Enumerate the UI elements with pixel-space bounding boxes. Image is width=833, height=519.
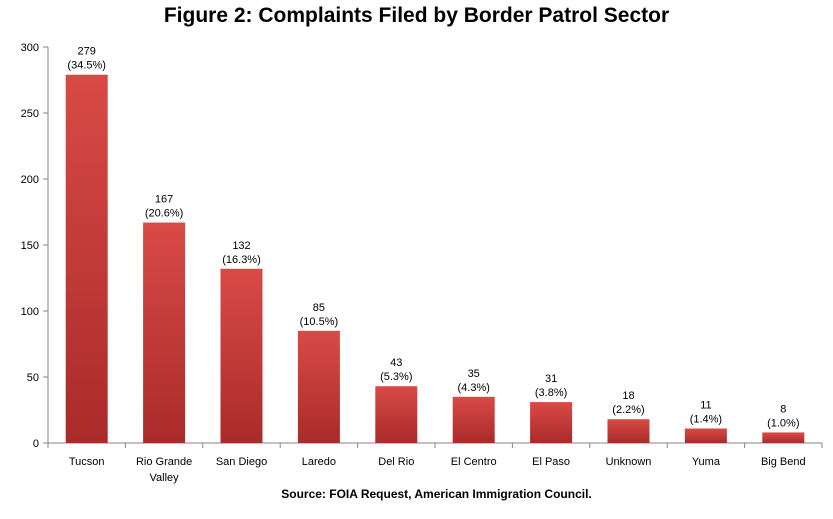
bar [452, 396, 495, 443]
y-tick-label: 50 [27, 372, 39, 384]
bar [375, 386, 418, 443]
data-label-value: 132 [232, 240, 250, 252]
x-tick-label: Rio Grande [136, 456, 192, 468]
y-tick-label: 150 [21, 240, 39, 252]
x-axis: Tucson Rio Grande Valley San Diego Laredo Del… [47, 442, 823, 484]
data-label-percent: (16.3%) [222, 254, 261, 266]
bar [530, 402, 573, 443]
bar [220, 268, 263, 443]
data-label-percent: (10.5%) [300, 316, 339, 328]
data-label-value: 18 [622, 390, 634, 402]
data-label-percent: (5.3%) [380, 371, 412, 383]
x-tick-label: El Paso [532, 456, 570, 468]
bars [65, 74, 805, 443]
data-label-value: 8 [780, 403, 786, 415]
x-tick-label: Big Bend [761, 456, 806, 468]
data-label-value: 85 [313, 302, 325, 314]
bar [65, 74, 108, 443]
data-label-percent: (34.5%) [67, 60, 106, 72]
bar [762, 432, 805, 443]
data-label-value: 35 [468, 368, 480, 380]
data-label-percent: (3.8%) [535, 387, 567, 399]
data-label-value: 31 [545, 373, 557, 385]
y-tick-label: 0 [33, 438, 39, 450]
data-labels: 279 (34.5%) 167 (20.6%) 132 (16.3%) 85 (10.5%) 4… [67, 46, 799, 430]
data-label-percent: (4.3%) [457, 382, 489, 394]
x-tick-label: Unknown [606, 456, 652, 468]
bar [143, 222, 186, 443]
source-note: Source: FOIA Request, American Immigrati… [281, 487, 592, 501]
x-tick-label: Yuma [692, 456, 721, 468]
x-tick-label: San Diego [216, 456, 267, 468]
bar [684, 428, 727, 443]
y-tick-label: 250 [21, 108, 39, 120]
x-tick-label: Del Rio [378, 456, 414, 468]
data-label-percent: (1.0%) [767, 417, 799, 429]
y-axis: 0 50 100 150 200 250 300 [21, 42, 49, 450]
y-tick-label: 100 [21, 306, 39, 318]
data-label-percent: (20.6%) [145, 208, 184, 220]
data-label-percent: (1.4%) [690, 413, 722, 425]
y-tick-label: 200 [21, 174, 39, 186]
chart-title: Figure 2: Complaints Filed by Border Pat… [163, 4, 670, 27]
data-label-percent: (2.2%) [612, 404, 644, 416]
data-label-value: 11 [700, 399, 711, 411]
x-tick-label: Valley [150, 472, 180, 484]
y-tick-label: 300 [21, 42, 39, 54]
x-tick-label: El Centro [451, 456, 497, 468]
x-tick-label: Laredo [302, 456, 336, 468]
bar [297, 330, 340, 443]
data-label-value: 167 [155, 194, 173, 206]
data-label-value: 279 [78, 46, 96, 58]
bar [607, 419, 650, 443]
data-label-value: 43 [390, 357, 402, 369]
x-tick-label: Tucson [69, 456, 105, 468]
